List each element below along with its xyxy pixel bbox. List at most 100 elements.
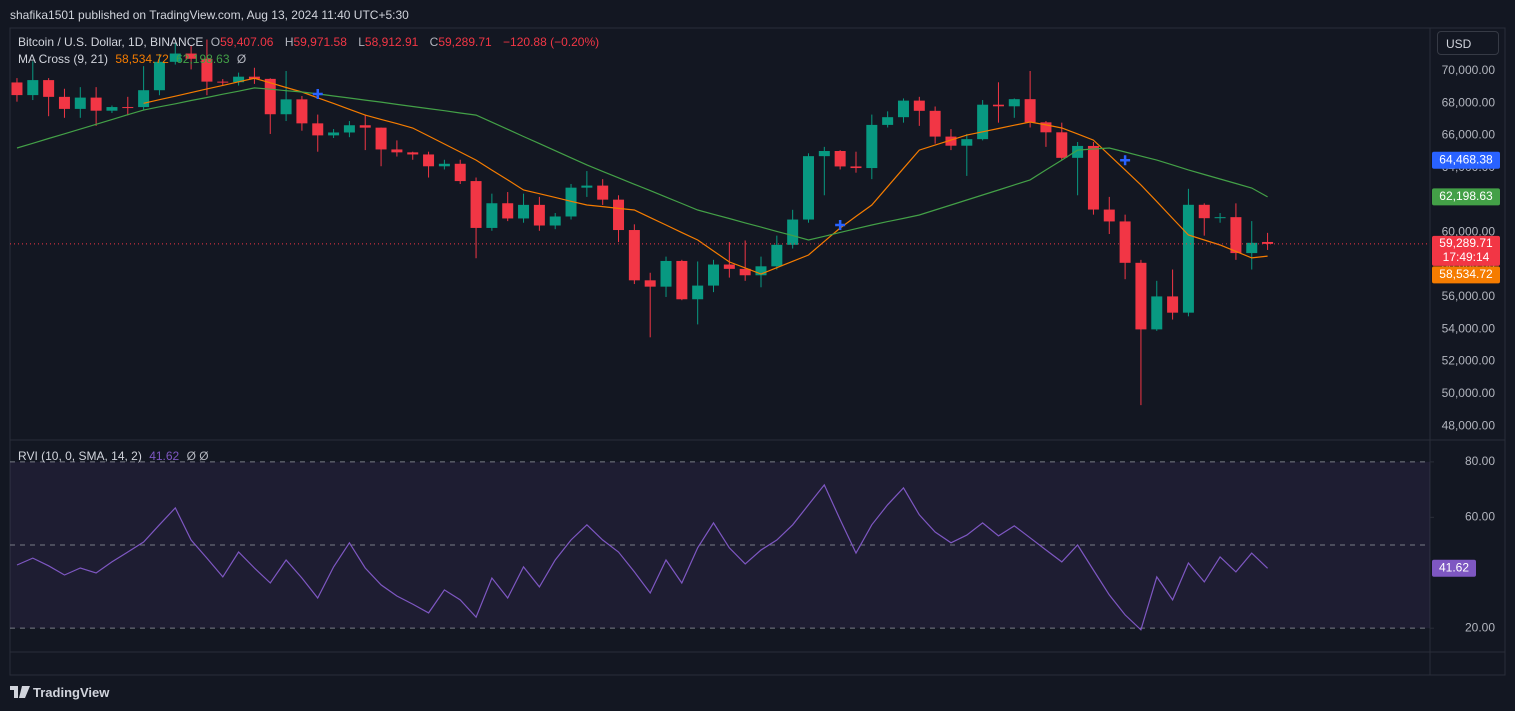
cross-badge: 64,468.38 [1439, 152, 1493, 166]
candle-body [992, 104, 1004, 107]
candle-body [58, 96, 70, 109]
candle-body [1262, 241, 1274, 244]
brand: TradingView [10, 685, 113, 700]
candle-body [375, 127, 387, 150]
candle-body [359, 125, 371, 128]
y-tick-label: 56,000.00 [1442, 289, 1496, 303]
candle-body [1040, 122, 1052, 133]
candle-body [708, 264, 720, 286]
candle-body [1214, 217, 1226, 219]
candle-body [1246, 242, 1258, 254]
y-tick-label: 52,000.00 [1442, 354, 1496, 368]
rvi-icon: Ø [186, 449, 196, 463]
ohlc-close: C59,289.71 [429, 35, 492, 49]
cross-marker [312, 88, 323, 99]
candle-body [280, 99, 292, 115]
candle-body [739, 268, 751, 276]
ohlc-change: −120.88 (−0.20%) [503, 35, 600, 49]
candle-body [169, 53, 181, 62]
ma-title: MA Cross (9, 21) [18, 52, 109, 66]
candle-body [1151, 296, 1163, 330]
candle-body [1024, 99, 1036, 123]
candle-body [802, 156, 814, 220]
candle-body [961, 139, 973, 146]
y-tick-label: 68,000.00 [1442, 95, 1496, 109]
candle-body [328, 132, 340, 136]
rvi-badge-bg [1432, 559, 1476, 577]
candle-body [11, 82, 23, 96]
candle-body [692, 285, 704, 300]
candle-body [1135, 262, 1147, 330]
rvi-legend: RVI (10, 0, SMA, 14, 2) 41.62 Ø Ø [18, 449, 209, 463]
candle-body [1087, 145, 1099, 210]
candle-body [1230, 217, 1242, 254]
candle-body [644, 280, 656, 287]
candle-body [454, 163, 466, 182]
currency-button[interactable]: USD [1437, 31, 1499, 55]
y-tick-label: 50,000.00 [1442, 386, 1496, 400]
candle-body [27, 80, 39, 96]
candle-body [1103, 209, 1115, 222]
candle-body [913, 100, 925, 111]
candle-body [1119, 221, 1131, 263]
candle-body [185, 53, 197, 59]
ma9-value: 58,534.72 [115, 52, 169, 66]
y-tick-label: 60.00 [1465, 509, 1495, 523]
candle-body [312, 123, 324, 136]
candle-body [74, 97, 86, 109]
ohlc-high: H59,971.58 [284, 35, 347, 49]
candle-body [486, 203, 498, 228]
candle-body [1056, 132, 1068, 158]
y-tick-label: 80.00 [1465, 454, 1495, 468]
rvi-title: RVI (10, 0, SMA, 14, 2) [18, 449, 142, 463]
candle-body [153, 61, 165, 91]
candle-body [533, 204, 545, 226]
chart-frame [9, 27, 1506, 676]
candle-body [1008, 99, 1020, 107]
candle-body [882, 117, 894, 125]
rvi-icon: Ø [199, 449, 209, 463]
candle-body [343, 125, 355, 133]
candle-body [977, 104, 989, 140]
candle-body [1198, 204, 1210, 219]
ma21-badge-bg [1432, 188, 1500, 206]
y-tick-label: 70,000.00 [1442, 63, 1496, 77]
candle-body [106, 107, 118, 111]
cross-marker [1120, 155, 1131, 166]
y-tick-label: 20.00 [1465, 620, 1495, 634]
ma21-value: 62,198.63 [176, 52, 230, 66]
ma-icon: Ø [236, 52, 247, 66]
candle-body [755, 266, 767, 276]
candle-body [628, 230, 640, 281]
cross-marker [835, 219, 846, 230]
ma9-badge-bg [1432, 266, 1500, 284]
candle-body [90, 97, 102, 111]
close-badge-countdown: 17:49:14 [1443, 250, 1490, 264]
candle-body [929, 110, 941, 137]
candle-body [549, 216, 561, 226]
candle-body [217, 81, 229, 83]
candle-body [122, 107, 134, 109]
candle-body [438, 163, 450, 167]
candle-body [138, 90, 150, 108]
ma-line [16, 87, 1268, 241]
rvi-value: 41.62 [149, 449, 180, 463]
ohlc-open: O59,407.06 [210, 35, 274, 49]
candle-body [866, 124, 878, 169]
ma-legend: MA Cross (9, 21) 58,534.72 62,198.63 Ø [18, 52, 246, 66]
rvi-badge: 41.62 [1439, 560, 1469, 574]
candle-body [423, 154, 435, 167]
candle-body [43, 80, 55, 97]
brand-logo [10, 686, 30, 698]
candle-body [597, 185, 609, 200]
candle-body [676, 260, 688, 300]
candle-body [1072, 145, 1084, 158]
candle-body [660, 260, 672, 287]
cross-badge-bg [1432, 151, 1500, 169]
candle-body [296, 99, 308, 124]
y-tick-label: 60,000.00 [1442, 225, 1496, 239]
ma9-badge: 58,534.72 [1439, 267, 1493, 281]
candle-body [818, 151, 830, 157]
